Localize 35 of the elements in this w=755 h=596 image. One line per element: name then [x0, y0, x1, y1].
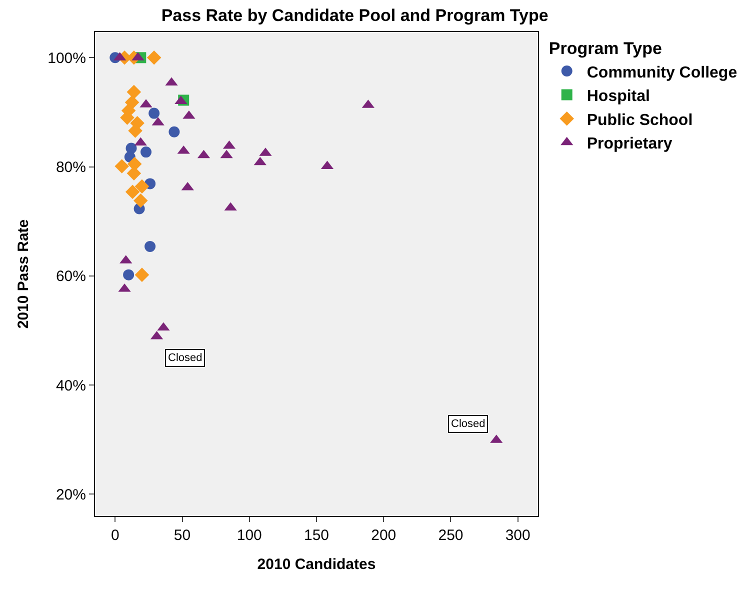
x-tick-label: 100: [236, 527, 262, 544]
point: [126, 84, 142, 100]
annotation: Closed: [168, 352, 202, 364]
legend-label: Community College: [586, 64, 738, 82]
point: [114, 159, 129, 174]
legend-label: Hospital: [586, 88, 650, 106]
x-tick-label: 200: [371, 527, 396, 544]
point: [123, 269, 134, 280]
y-axis-title: 2010 Pass Rate: [14, 219, 32, 329]
x-tick-label: 150: [304, 527, 330, 544]
y-tick-label: 60%: [56, 268, 86, 286]
point: [148, 108, 160, 119]
point: [126, 166, 142, 180]
point: [133, 193, 148, 208]
point: [125, 184, 140, 200]
point: [134, 268, 150, 282]
x-tick-label: 0: [110, 527, 120, 544]
y-tick-label: 20%: [56, 486, 86, 504]
point: [144, 240, 156, 252]
point: [140, 146, 152, 158]
point: [146, 50, 162, 65]
legend-title: Program Type: [548, 39, 662, 58]
x-tick-label: 300: [505, 527, 530, 544]
point: [134, 179, 150, 194]
y-tick-label: 80%: [56, 159, 86, 176]
legend-label: Proprietary: [586, 136, 672, 153]
annotation: Closed: [451, 418, 486, 430]
x-tick-label: 250: [438, 527, 464, 544]
point: [168, 126, 180, 138]
legend-label: Public School: [586, 112, 693, 129]
x-axis-title: 2010 Candidates: [257, 556, 376, 573]
y-tick-label: 40%: [56, 377, 86, 394]
y-tick-label: 100%: [48, 50, 86, 67]
chart-title: Pass Rate by Candidate Pool and Program Type: [161, 6, 548, 25]
x-tick-label: 50: [174, 527, 191, 544]
